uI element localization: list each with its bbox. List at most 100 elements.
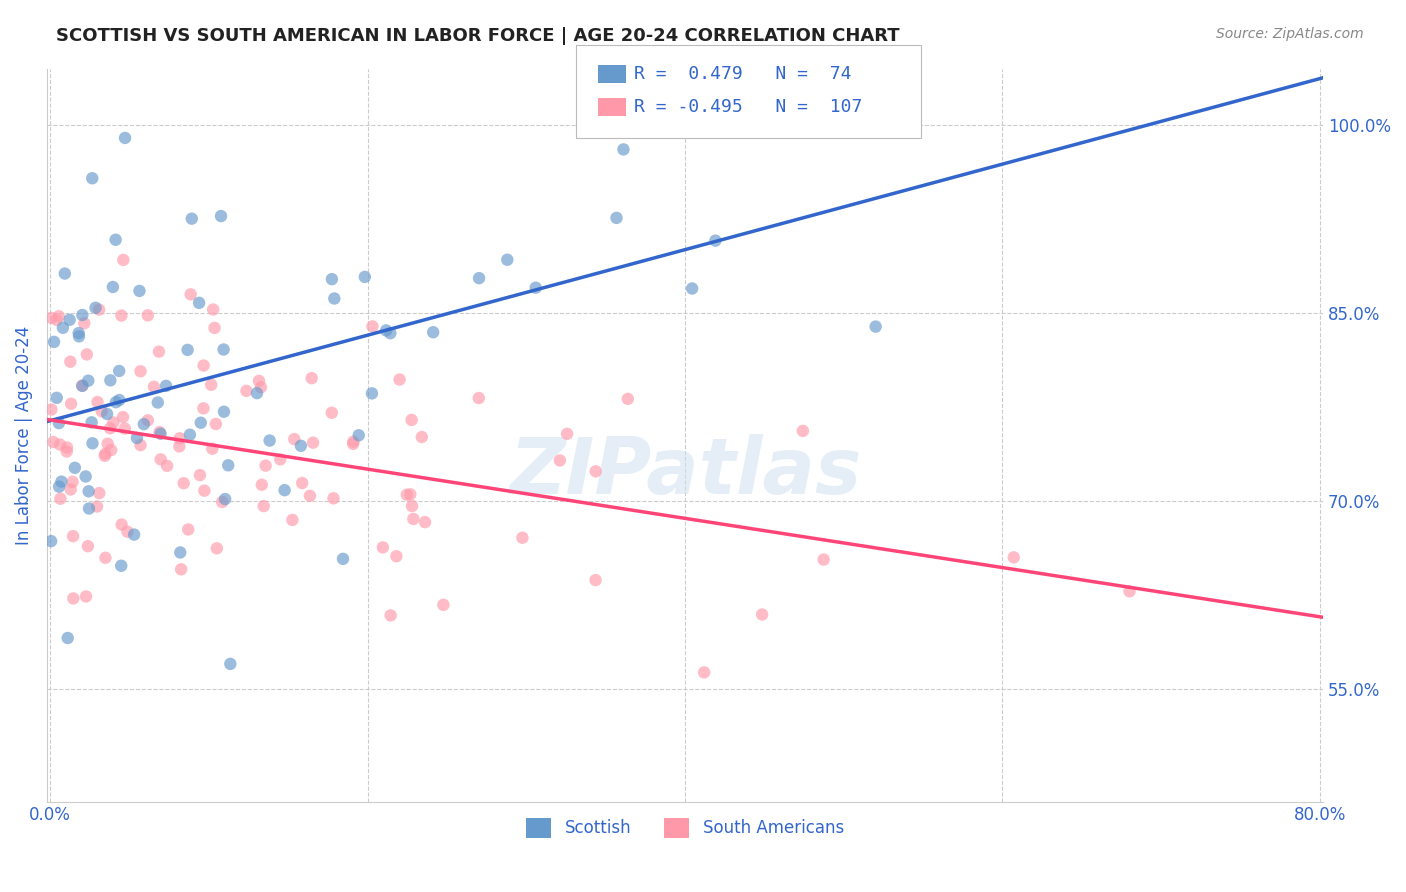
Point [246,386,269,401]
Point [128,284,150,298]
Point [190,416,212,430]
Point [259,434,281,448]
Point [347,428,370,442]
Point [281,513,304,527]
Point [555,426,578,441]
Point [585,464,607,478]
Point [298,489,321,503]
Point [693,665,716,680]
Point [211,495,233,509]
Point [142,380,165,394]
Point [52,320,75,334]
Point [122,527,145,541]
Point [59,483,82,497]
Point [353,269,375,284]
Point [401,413,423,427]
Point [173,476,195,491]
Point [290,439,312,453]
Point [86,500,108,514]
Point [67,326,90,340]
Point [169,545,191,559]
Text: R =  0.479   N =  74: R = 0.479 N = 74 [634,65,852,83]
Point [90,404,112,418]
Point [156,458,179,473]
Point [179,427,201,442]
Point [401,499,423,513]
Point [706,93,728,107]
Point [193,401,215,416]
Point [77,374,100,388]
Point [77,484,100,499]
Point [235,384,257,398]
Point [112,252,135,267]
Point [42,435,65,450]
Point [204,321,226,335]
Point [205,541,228,556]
Point [42,334,65,349]
Point [617,392,640,406]
Point [111,517,134,532]
Point [75,590,97,604]
Point [94,449,117,463]
Point [361,319,384,334]
Point [585,573,607,587]
Legend: Scottish, South Americans: Scottish, South Americans [519,811,851,845]
Point [148,344,170,359]
Point [301,371,323,385]
Point [96,407,118,421]
Point [48,480,70,494]
Point [86,395,108,409]
Point [45,391,67,405]
Point [41,310,63,325]
Point [62,591,84,606]
Point [247,374,270,388]
Point [97,436,120,450]
Point [48,310,70,324]
Point [342,437,364,451]
Text: ZIPatlas: ZIPatlas [509,434,860,509]
Point [250,380,273,394]
Point [101,280,124,294]
Text: R = -0.495   N =  107: R = -0.495 N = 107 [634,98,862,116]
Point [422,325,444,339]
Point [205,417,228,431]
Point [395,488,418,502]
Point [612,143,634,157]
Point [149,452,172,467]
Point [402,512,425,526]
Point [574,93,596,107]
Point [114,421,136,435]
Point [253,499,276,513]
Point [201,442,224,456]
Point [49,437,72,451]
Point [605,211,627,225]
Point [60,397,83,411]
Point [681,281,703,295]
Point [432,598,454,612]
Point [129,364,152,378]
Point [219,657,242,671]
Point [193,483,215,498]
Point [302,435,325,450]
Point [548,453,571,467]
Point [98,373,121,387]
Point [117,524,139,539]
Point [188,468,211,483]
Point [176,343,198,357]
Point [193,359,215,373]
Point [342,434,364,449]
Text: Source: ZipAtlas.com: Source: ZipAtlas.com [1216,27,1364,41]
Point [148,425,170,439]
Point [129,438,152,452]
Point [411,430,433,444]
Point [322,491,344,506]
Point [254,458,277,473]
Point [63,460,86,475]
Point [792,424,814,438]
Point [380,326,402,341]
Point [70,378,93,392]
Point [94,550,117,565]
Point [212,343,235,357]
Point [39,534,62,549]
Text: SCOTTISH VS SOUTH AMERICAN IN LABOR FORCE | AGE 20-24 CORRELATION CHART: SCOTTISH VS SOUTH AMERICAN IN LABOR FORC… [56,27,900,45]
